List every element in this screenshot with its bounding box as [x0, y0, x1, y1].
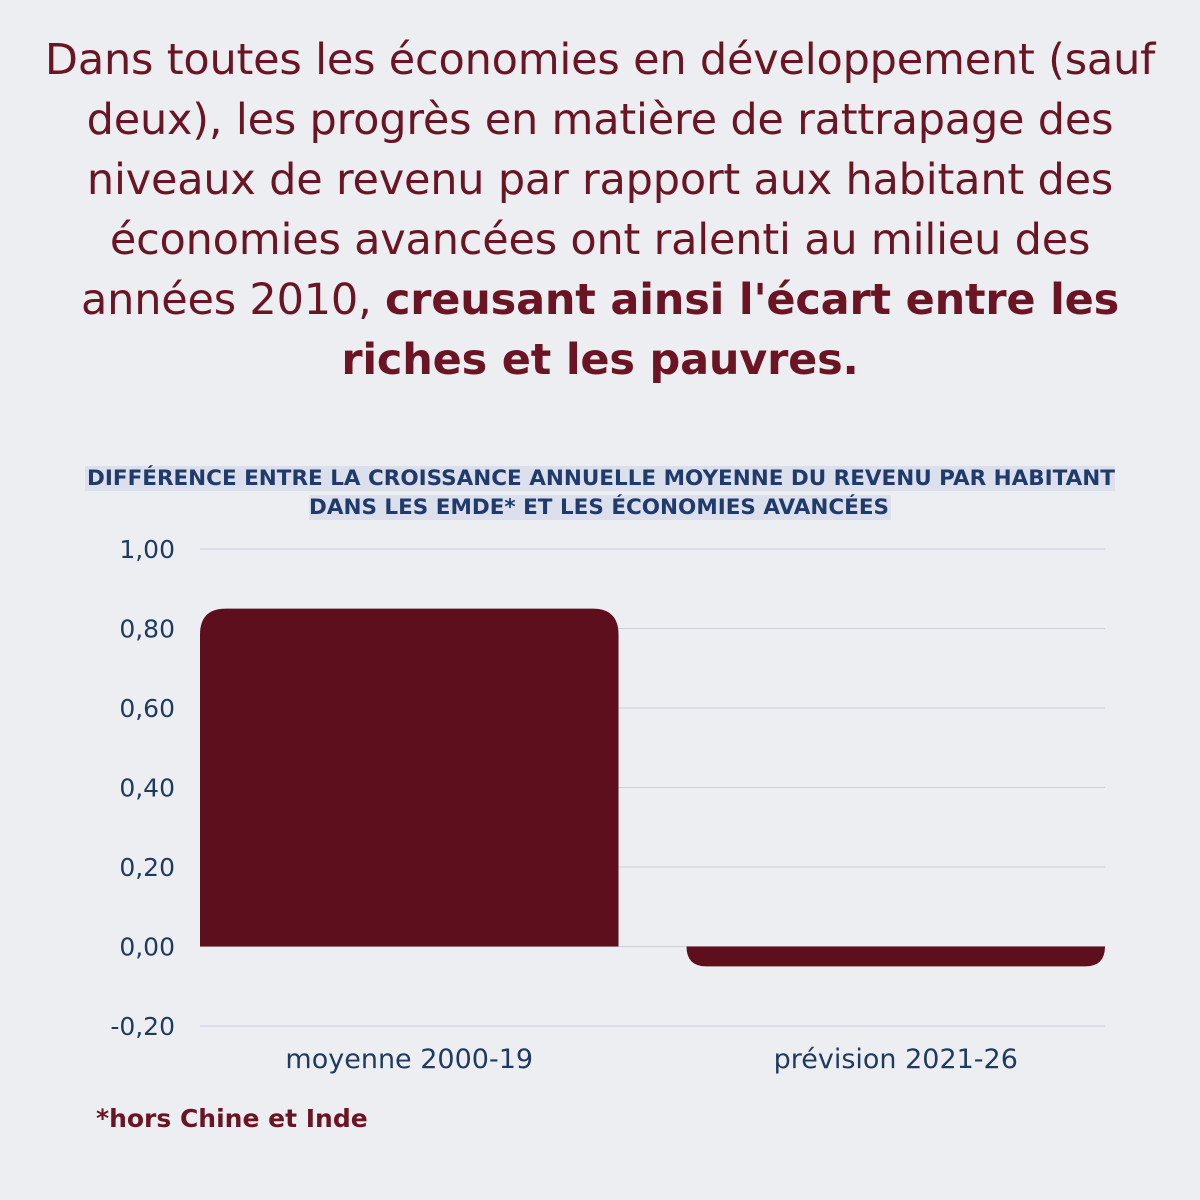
y-tick-label: 0,80: [119, 615, 175, 644]
bar-2: [686, 946, 1105, 967]
y-tick-label: -0,20: [110, 1012, 175, 1041]
headline-emphasis: creusant ainsi l'écart entre les riches …: [341, 275, 1119, 385]
footnote: *hors Chine et Inde: [96, 1104, 368, 1133]
bars: [200, 608, 1105, 967]
y-tick-label: 0,60: [119, 694, 175, 723]
y-tick-label: 1,00: [119, 535, 175, 564]
y-tick-label: 0,00: [119, 933, 175, 962]
y-tick-label: 0,20: [119, 853, 175, 882]
y-tick-label: 0,40: [119, 774, 175, 803]
axis-labels: 1,00 0,80 0,60 0,40 0,20 0,00 -0,20 moyenne 200…: [110, 535, 1018, 1075]
chart-title: DIFFÉRENCE ENTRE LA CROISSANCE ANNUELLE …: [60, 464, 1140, 522]
headline-regular: Dans toutes les économies en développeme…: [44, 35, 1156, 325]
bar-1: [200, 608, 619, 947]
x-category-label: prévision 2021-26: [774, 1044, 1018, 1075]
x-category-label: moyenne 2000-19: [285, 1044, 533, 1075]
headline: Dans toutes les économies en développeme…: [40, 30, 1160, 390]
